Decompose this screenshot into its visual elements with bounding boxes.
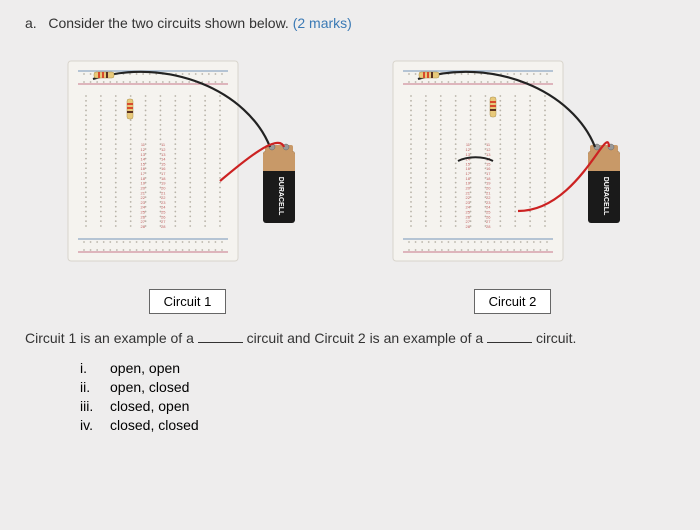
circuit-2-label: Circuit 2 — [474, 289, 552, 314]
option-num: i. — [80, 360, 110, 376]
svg-text:DURACELL: DURACELL — [602, 177, 609, 216]
svg-text:28: 28 — [465, 224, 470, 229]
circuit-2-svg: 1111121213131414151516161717181819192020… — [373, 51, 653, 281]
option-item: iii.closed, open — [80, 398, 675, 414]
question-header: a. Consider the two circuits shown below… — [25, 15, 675, 31]
fill-sentence: Circuit 1 is an example of a circuit and… — [25, 329, 675, 346]
sentence-part-1: Circuit 1 is an example of a — [25, 330, 194, 346]
question-marks: (2 marks) — [293, 15, 352, 31]
blank-2 — [487, 329, 532, 343]
option-text: open, closed — [110, 379, 189, 395]
svg-text:28: 28 — [486, 224, 491, 229]
svg-text:28: 28 — [161, 224, 166, 229]
option-item: iv.closed, closed — [80, 417, 675, 433]
option-item: ii.open, closed — [80, 379, 675, 395]
blank-1 — [198, 329, 243, 343]
circuit-1-label: Circuit 1 — [149, 289, 227, 314]
option-text: closed, closed — [110, 417, 199, 433]
question-text: Consider the two circuits shown below. — [48, 15, 288, 31]
circuits-row: 1111121213131414151516161717181819192020… — [25, 51, 675, 314]
option-text: open, open — [110, 360, 180, 376]
circuit-1-svg: 1111121213131414151516161717181819192020… — [48, 51, 328, 281]
question-prefix: a. — [25, 15, 37, 31]
svg-text:28: 28 — [140, 224, 145, 229]
circuit-2-block: 1111121213131414151516161717181819192020… — [373, 51, 653, 314]
svg-text:DURACELL: DURACELL — [277, 177, 284, 216]
circuit-1-block: 1111121213131414151516161717181819192020… — [48, 51, 328, 314]
option-num: ii. — [80, 379, 110, 395]
sentence-part-3: circuit. — [536, 330, 576, 346]
option-text: closed, open — [110, 398, 189, 414]
option-item: i.open, open — [80, 360, 675, 376]
option-num: iv. — [80, 417, 110, 433]
options-list: i.open, open ii.open, closed iii.closed,… — [80, 360, 675, 433]
sentence-part-2: circuit and Circuit 2 is an example of a — [247, 330, 484, 346]
option-num: iii. — [80, 398, 110, 414]
